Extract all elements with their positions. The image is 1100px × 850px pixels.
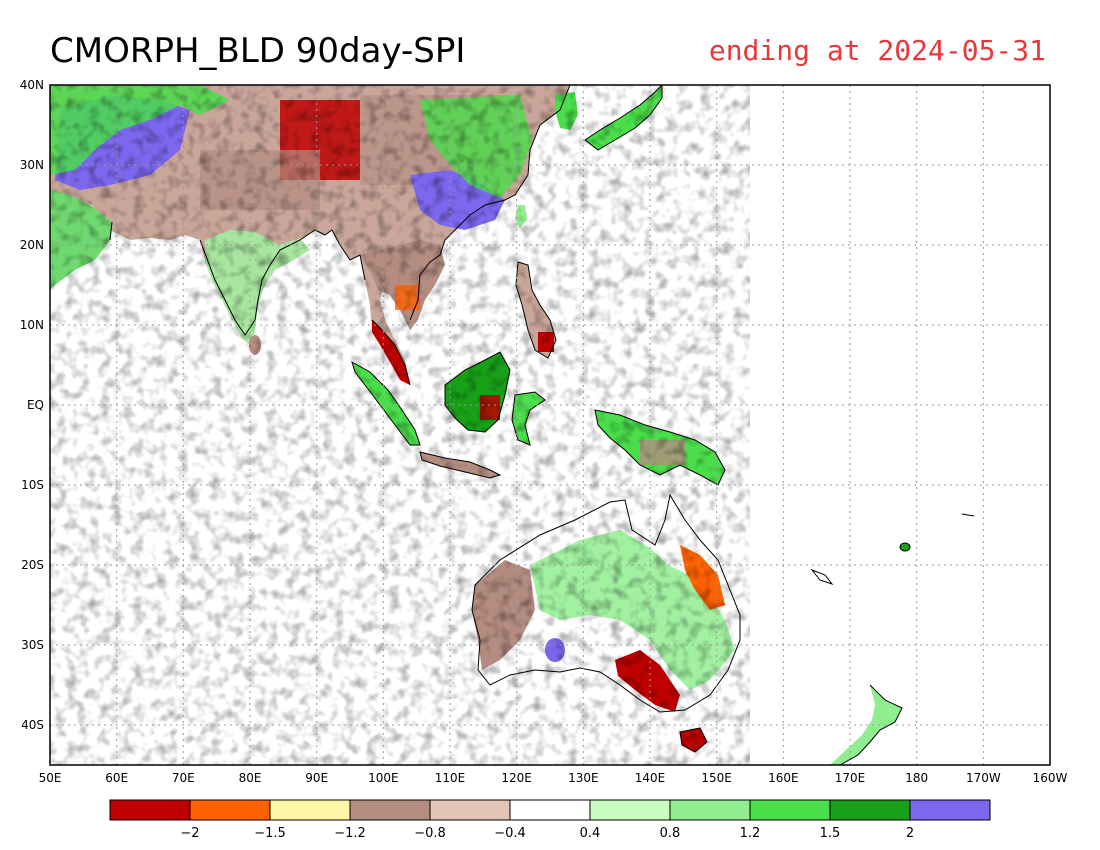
lon-label: 70E [172,771,195,785]
legend-label: −0.8 [414,826,446,841]
landmass-fiji [899,542,911,552]
latitude-labels: 40N 30N 20N 10N EQ 10S 20S 30S 40S [20,78,44,732]
lon-label: 50E [39,771,62,785]
coastline-new-zealand [839,684,903,765]
coastline-sulawesi [511,391,546,446]
legend-label: 1.5 [820,826,841,841]
legend-label: 1.2 [740,826,761,841]
coastline-malay [371,319,411,386]
coastline-java [419,451,502,479]
legend-swatch [909,799,991,821]
legend-swatch [829,799,911,821]
legend-swatch [189,799,271,821]
legend-swatch [509,799,591,821]
coastline-australia [471,493,741,713]
legend-swatch [349,799,431,821]
legend-label: 0.4 [580,826,601,841]
lon-label: 60E [105,771,128,785]
legend-label: 0.8 [660,826,681,841]
lon-label: 140E [635,771,666,785]
coastline-new-guinea [594,409,726,486]
coastline-tasmania [679,727,708,753]
map-title: CMORPH_BLD 90day-SPI [50,31,465,71]
grid-lines [50,85,1050,765]
lon-label: 90E [305,771,328,785]
lon-label: 180 [905,771,928,785]
landmass-new-caledonia [810,568,834,585]
coastline-asia [409,85,571,321]
lat-label: 40N [20,78,44,92]
coastline-japan [584,85,663,151]
coastline-india [109,221,366,336]
lon-label: 170W [966,771,1001,785]
lat-label: EQ [27,398,44,412]
land-layer [50,85,975,765]
coastlines [109,85,975,765]
legend-swatch [429,799,511,821]
lat-label: 30N [20,158,44,172]
legend-label: −1.2 [334,826,366,841]
legend-label: 2 [906,826,914,841]
legend-swatch [749,799,831,821]
coastline-small-island-east [961,513,975,517]
lon-label: 110E [435,771,466,785]
legend-swatch [669,799,751,821]
lat-label: 30S [21,638,44,652]
coastline-philippines [515,261,557,359]
lon-label: 100E [368,771,399,785]
lon-label: 160E [768,771,799,785]
landmass-new-zealand [830,685,902,765]
legend-label: −1.5 [254,826,286,841]
lat-label: 10N [20,318,44,332]
legend-swatch [589,799,671,821]
plot-frame [49,84,1051,766]
lat-label: 20S [21,558,44,572]
lat-label: 40S [21,718,44,732]
map-subtitle: ending at 2024-05-31 [709,34,1046,67]
lon-label: 170E [835,771,866,785]
lat-label: 10S [21,478,44,492]
longitude-labels: 50E 60E 70E 80E 90E 100E 110E 120E 130E 140E 150E 1… [39,771,1068,785]
lat-label: 20N [20,238,44,252]
legend-swatch [269,799,351,821]
land-speckle-texture [50,85,750,765]
coastline-sumatra [351,360,421,446]
legend-label: −0.4 [494,826,526,841]
lon-label: 130E [568,771,599,785]
color-legend: −2 −1.5 −1.2 −0.8 −0.4 0.4 0.8 1.2 1.5 2 [109,799,991,841]
lon-label: 150E [701,771,732,785]
lon-label: 80E [239,771,262,785]
lon-label: 160W [1033,771,1068,785]
legend-label: −2 [180,826,199,841]
lon-label: 120E [501,771,532,785]
legend-swatch [109,799,191,821]
coastline-borneo [444,351,511,433]
